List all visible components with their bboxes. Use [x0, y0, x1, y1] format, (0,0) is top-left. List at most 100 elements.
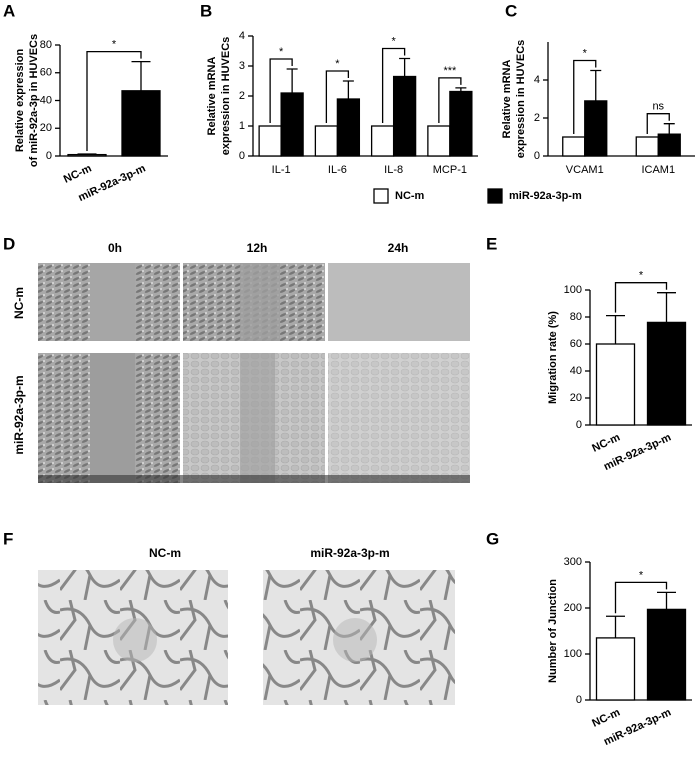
bar	[562, 136, 586, 157]
bar	[584, 100, 608, 157]
image-column-label: NC-m	[149, 546, 181, 560]
y-tick-label: 20	[570, 392, 582, 404]
significance-bracket	[86, 51, 142, 152]
y-tick-label: 40	[570, 365, 582, 377]
y-tick-label: 60	[40, 67, 52, 79]
bar	[314, 125, 339, 157]
legend-swatch	[373, 188, 389, 204]
y-tick-label: 80	[570, 311, 582, 323]
bar	[646, 608, 687, 701]
y-tick-label: 60	[570, 338, 582, 350]
x-tick-label: IL-6	[328, 164, 347, 176]
image-column-label: 24h	[388, 241, 409, 255]
bar	[336, 98, 361, 157]
legend-label: NC-m	[395, 190, 425, 202]
y-axis-label: Migration rate (%)	[547, 311, 559, 404]
tube-images	[38, 570, 455, 705]
bar	[258, 125, 282, 157]
bar	[427, 125, 451, 157]
image	[328, 353, 470, 483]
image-gap	[240, 353, 275, 483]
image-row-label: miR-92a-3p-m	[12, 375, 26, 454]
x-tick-label: IL-8	[384, 164, 403, 176]
x-tick-label: MCP-1	[433, 164, 467, 176]
image-gap	[240, 263, 280, 341]
significance-bracket	[646, 113, 670, 134]
legend-swatch	[487, 188, 503, 204]
error-bar	[606, 615, 625, 638]
x-tick-label: NC-m	[590, 431, 622, 454]
error-bar	[455, 87, 467, 92]
significance-bracket	[438, 77, 462, 123]
y-tick-label: 200	[564, 602, 582, 614]
image-gap	[90, 353, 135, 483]
y-tick-label: 2	[239, 90, 245, 102]
y-axis-label: Number of Junction	[547, 579, 559, 683]
bar	[635, 136, 659, 157]
significance-label: *	[335, 58, 340, 70]
y-axis-label: of miR-92a-3p in HUVECs	[28, 34, 40, 167]
panel-letter: C	[505, 1, 517, 20]
image-edge	[38, 475, 470, 483]
x-tick-label: NC-m	[590, 706, 622, 729]
bar	[595, 343, 636, 426]
y-tick-label: 100	[564, 284, 582, 296]
image-row-label: NC-m	[12, 287, 26, 319]
bar	[595, 637, 636, 701]
panel-letter: B	[200, 1, 212, 20]
bar	[646, 321, 687, 426]
significance-bracket	[573, 59, 597, 134]
error-bar	[77, 153, 97, 155]
significance-bracket	[614, 282, 668, 313]
error-bar	[606, 315, 625, 344]
error-bar	[663, 123, 675, 135]
bar	[67, 153, 107, 157]
y-tick-label: 100	[564, 648, 582, 660]
significance-bracket	[614, 581, 668, 614]
y-tick-label: 4	[239, 30, 245, 42]
x-tick-label: IL-1	[272, 164, 291, 176]
x-tick-label: VCAM1	[566, 164, 604, 176]
bar	[449, 90, 473, 157]
y-tick-label: 0	[534, 150, 540, 162]
y-tick-label: 3	[239, 60, 245, 72]
bar	[121, 90, 161, 157]
panel-letter: D	[3, 234, 15, 253]
y-axis-label: Relative expression	[14, 49, 26, 153]
significance-label: *	[391, 35, 396, 47]
error-bar	[590, 69, 602, 101]
error-bar	[342, 80, 354, 99]
error-bar	[657, 292, 676, 323]
y-tick-label: 0	[576, 694, 582, 706]
significance-label: *	[583, 47, 588, 59]
scratch-images	[38, 263, 470, 483]
y-axis-label: expression in HUVECs	[220, 37, 232, 156]
legend-label: miR-92a-3p-m	[509, 190, 582, 202]
significance-label: *	[279, 46, 284, 58]
image-spot	[333, 618, 377, 662]
x-tick-label: ICAM1	[641, 164, 675, 176]
significance-label: ns	[652, 101, 664, 113]
error-bar	[131, 61, 151, 91]
y-tick-label: 300	[564, 556, 582, 568]
error-bar	[657, 591, 676, 610]
image-column-label: miR-92a-3p-m	[310, 546, 389, 560]
bar	[392, 75, 417, 157]
error-bar	[399, 57, 411, 77]
image-column-label: 0h	[108, 241, 122, 255]
y-tick-label: 0	[46, 150, 52, 162]
significance-label: ***	[443, 65, 457, 77]
bar	[657, 133, 681, 157]
panel-letter: A	[3, 1, 15, 20]
y-tick-label: 40	[40, 94, 52, 106]
significance-label: *	[112, 39, 117, 51]
y-axis-label: expression in HUVECs	[515, 40, 527, 159]
x-tick-label: NC-m	[62, 162, 94, 185]
y-tick-label: 1	[239, 120, 245, 132]
y-tick-label: 20	[40, 122, 52, 134]
y-tick-label: 80	[40, 39, 52, 51]
significance-label: *	[639, 569, 644, 581]
panel-letter: F	[3, 529, 13, 548]
